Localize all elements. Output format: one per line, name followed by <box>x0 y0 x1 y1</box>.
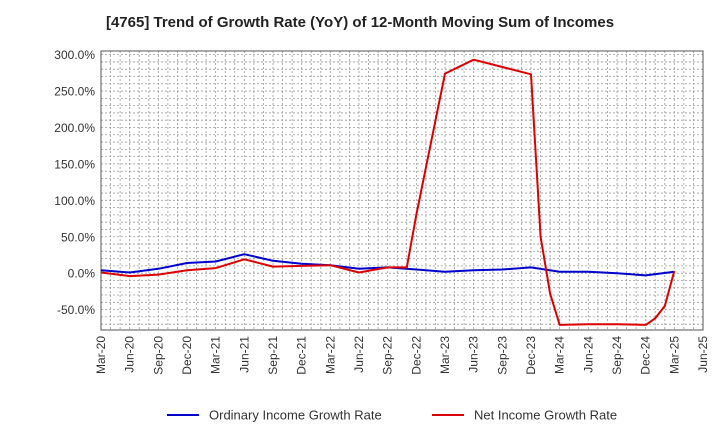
x-tick-label: Jun-21 <box>237 336 251 373</box>
x-tick-label: Dec-22 <box>409 336 423 375</box>
y-tick-label: 250.0% <box>54 85 95 99</box>
y-tick-label: 200.0% <box>54 121 95 135</box>
legend-label: Net Income Growth Rate <box>474 408 617 423</box>
x-tick-label: Jun-24 <box>581 336 595 373</box>
x-tick-label: Mar-21 <box>209 336 223 374</box>
y-tick-label: 150.0% <box>54 157 95 171</box>
y-tick-label: 0.0% <box>68 267 96 281</box>
x-tick-label: Jun-25 <box>696 336 710 373</box>
series-line <box>100 58 676 326</box>
plot-area <box>101 51 703 330</box>
x-tick-label: Mar-20 <box>94 336 108 374</box>
y-tick-label: 300.0% <box>54 48 95 62</box>
x-tick-label: Dec-23 <box>524 336 538 375</box>
x-tick-label: Dec-21 <box>295 336 309 375</box>
x-tick-label: Mar-24 <box>553 336 567 374</box>
x-tick-label: Dec-20 <box>180 336 194 375</box>
chart-title: [4765] Trend of Growth Rate (YoY) of 12-… <box>105 14 615 31</box>
y-tick-label: 50.0% <box>61 230 95 244</box>
x-tick-label: Mar-25 <box>667 336 681 374</box>
x-tick-label: Dec-24 <box>639 336 653 375</box>
x-tick-label: Sep-22 <box>381 336 395 375</box>
x-tick-label: Jun-23 <box>467 336 481 373</box>
x-tick-label: Sep-20 <box>151 336 165 375</box>
x-tick-label: Jun-20 <box>123 336 137 373</box>
x-tick-label: Mar-22 <box>323 336 337 374</box>
x-tick-label: Jun-22 <box>352 336 366 373</box>
plot-border <box>100 50 704 331</box>
legend-label: Ordinary Income Growth Rate <box>209 408 382 423</box>
x-tick-label: Mar-23 <box>438 336 452 374</box>
x-tick-label: Sep-24 <box>610 336 624 375</box>
y-tick-label: -50.0% <box>57 303 95 317</box>
y-tick-label: 100.0% <box>54 194 95 208</box>
x-tick-label: Sep-21 <box>266 336 280 375</box>
x-tick-label: Sep-23 <box>495 336 509 375</box>
